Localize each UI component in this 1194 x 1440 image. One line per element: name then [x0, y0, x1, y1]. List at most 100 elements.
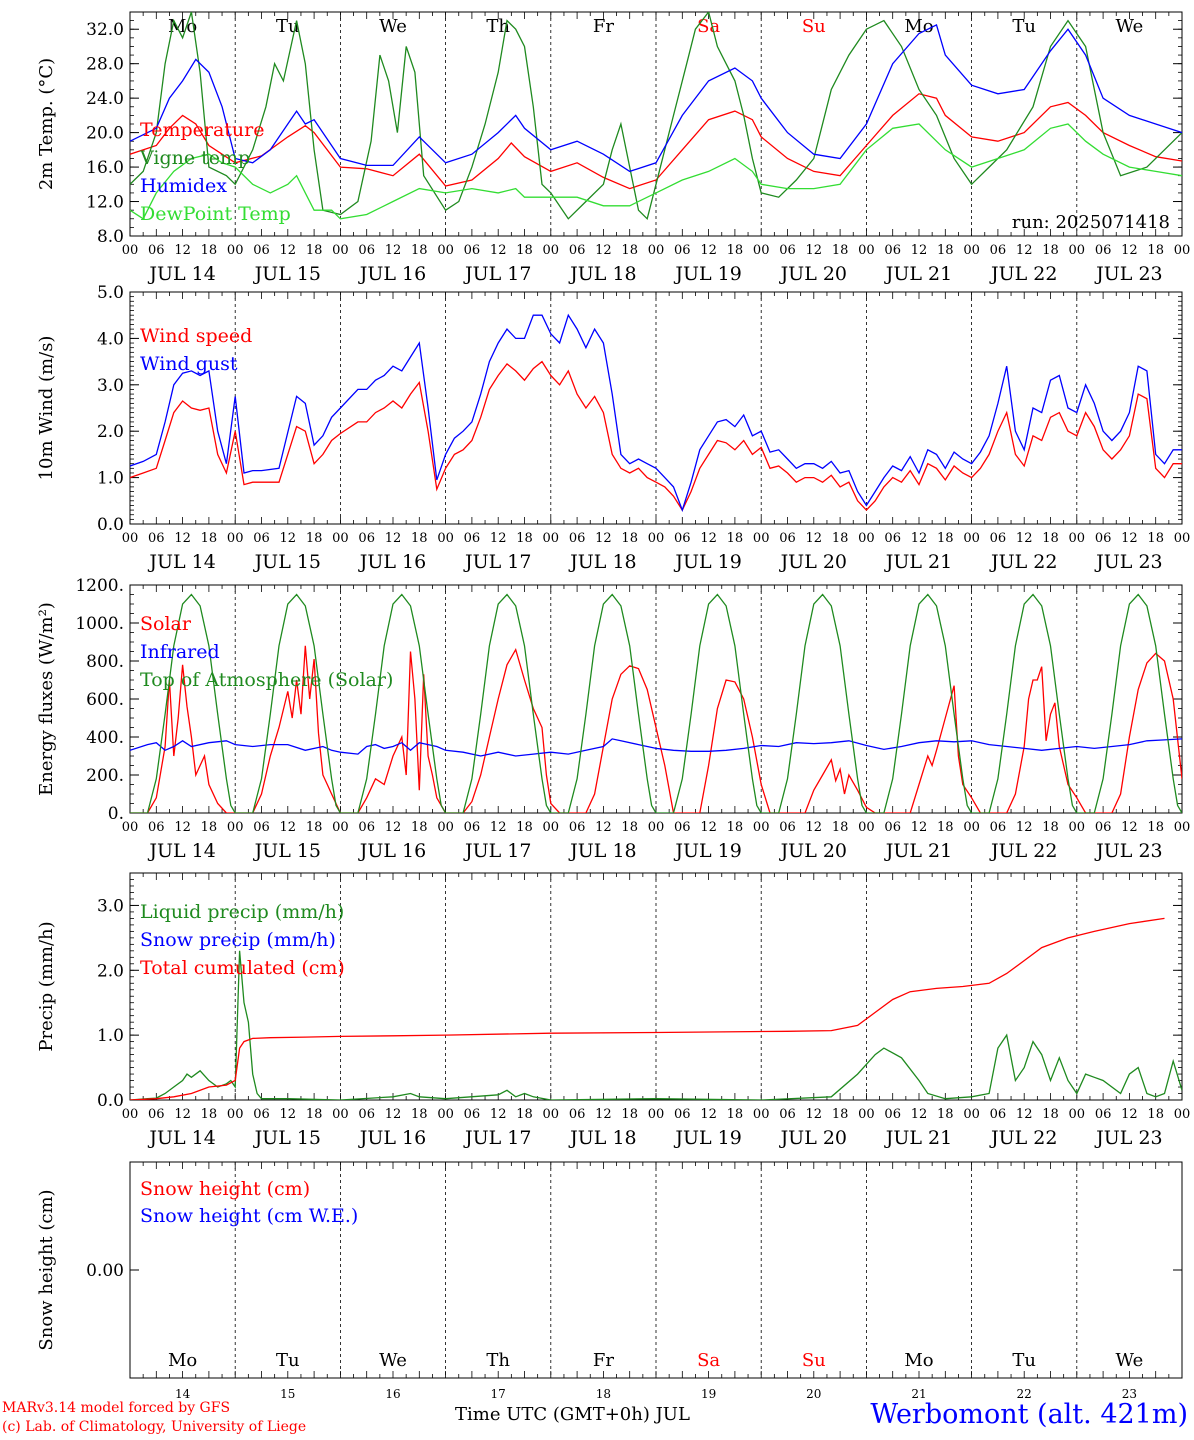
y-tick-label: 0.0: [97, 1091, 124, 1111]
date-label: JUL 23: [1094, 263, 1162, 285]
hour-label: 00: [963, 243, 980, 258]
y-axis-label: 10m Wind (m/s): [36, 336, 57, 481]
hour-label: 00: [648, 243, 665, 258]
hour-label: 00: [648, 820, 665, 835]
date-label: JUL 15: [253, 1127, 321, 1149]
date-label: JUL 14: [147, 263, 215, 285]
legend-entry: Temperature: [140, 119, 264, 141]
hour-label: 00: [437, 243, 454, 258]
legend-entry: Snow height (cm W.E.): [140, 1205, 358, 1227]
y-tick-label: 1.0: [97, 1026, 124, 1046]
hour-label: 00: [753, 820, 770, 835]
hour-label: 12: [806, 1107, 823, 1122]
series-line-wind-speed: [130, 360, 1182, 512]
hour-label: 18: [516, 531, 533, 546]
hour-label: 06: [1095, 531, 1112, 546]
hour-label: 18: [1042, 820, 1059, 835]
hour-label: 12: [490, 243, 507, 258]
hour-label: 18: [201, 1107, 218, 1122]
date-label: JUL 17: [463, 1127, 531, 1149]
hour-label: 06: [253, 820, 270, 835]
hour-label: 00: [1069, 1107, 1086, 1122]
hour-label: 12: [385, 1107, 402, 1122]
weekday-label: Tu: [1012, 1350, 1036, 1371]
hour-label: 12: [280, 531, 297, 546]
hour-label: 12: [280, 243, 297, 258]
series-line-temperature: [130, 93, 1182, 190]
hour-label: 18: [1147, 820, 1164, 835]
date-label: JUL 19: [673, 551, 741, 573]
hour-label: 06: [1095, 820, 1112, 835]
hour-label: 06: [569, 1107, 586, 1122]
weekday-label: Tu: [1012, 16, 1036, 37]
date-label: JUL 21: [884, 263, 952, 285]
hour-label: 06: [779, 820, 796, 835]
hour-label: 06: [884, 820, 901, 835]
hour-label: 18: [1042, 531, 1059, 546]
hour-label: 06: [569, 820, 586, 835]
date-label: JUL 20: [779, 1127, 847, 1149]
hour-label: 06: [148, 820, 165, 835]
hour-label: 18: [727, 820, 744, 835]
hour-label: 00: [753, 243, 770, 258]
hour-label: 12: [174, 243, 191, 258]
hour-label: 18: [1042, 1107, 1059, 1122]
date-label: JUL 19: [673, 263, 741, 285]
y-tick-label: 400.: [86, 728, 124, 748]
date-label: JUL 20: [779, 263, 847, 285]
weekday-label: Su: [802, 16, 826, 37]
panel-5: 0.00 Snow height (cm) Mo Tu We Th Fr Sa Su Mo Tu We…: [36, 1161, 1183, 1401]
hour-label: 00: [648, 531, 665, 546]
hour-label: 18: [727, 1107, 744, 1122]
weekday-label: We: [1116, 1350, 1144, 1371]
hour-label: 12: [1121, 243, 1138, 258]
hour-label: 18: [832, 243, 849, 258]
y-tick-label: 0.: [108, 804, 124, 824]
hour-label: 12: [700, 531, 717, 546]
hour-label: 00: [1174, 243, 1191, 258]
day-number-label: 21: [911, 1387, 926, 1401]
hour-label: 18: [516, 820, 533, 835]
hour-label: 00: [1069, 531, 1086, 546]
hour-label: 06: [464, 531, 481, 546]
hour-label: 06: [779, 243, 796, 258]
day-number-label: 14: [175, 1387, 191, 1401]
hour-label: 12: [1121, 531, 1138, 546]
y-axis-label: Snow height (cm): [36, 1189, 57, 1350]
hour-label: 18: [1147, 243, 1164, 258]
hour-label: 06: [464, 1107, 481, 1122]
date-label: JUL 23: [1094, 551, 1162, 573]
weekday-label: Tu: [276, 1350, 300, 1371]
hour-label: 06: [358, 820, 375, 835]
hour-label: 06: [674, 820, 691, 835]
hour-label: 00: [1069, 243, 1086, 258]
date-label: JUL 20: [779, 840, 847, 862]
hour-label: 00: [437, 1107, 454, 1122]
hour-label: 18: [621, 531, 638, 546]
hour-label: 06: [148, 243, 165, 258]
legend-entry: Snow precip (mm/h): [140, 929, 336, 951]
date-label: JUL 18: [568, 551, 636, 573]
hour-label: 00: [543, 820, 560, 835]
hour-label: 12: [806, 531, 823, 546]
y-tick-label: 1200.: [75, 576, 124, 596]
date-label: JUL 19: [673, 840, 741, 862]
day-number-label: 18: [596, 1387, 611, 1401]
weekday-label: Sa: [697, 1350, 720, 1371]
hour-label: 06: [884, 531, 901, 546]
weekday-label: Fr: [593, 16, 614, 37]
legend-entry: Infrared: [140, 641, 220, 663]
hour-label: 00: [437, 531, 454, 546]
hour-label: 06: [148, 1107, 165, 1122]
hour-label: 00: [858, 1107, 875, 1122]
hour-label: 00: [1174, 820, 1191, 835]
y-tick-label: 3.0: [97, 376, 124, 396]
hour-label: 18: [832, 531, 849, 546]
hour-label: 12: [700, 1107, 717, 1122]
hour-label: 06: [1095, 243, 1112, 258]
y-tick-label: 24.0: [86, 89, 124, 109]
hour-label: 06: [990, 820, 1007, 835]
hour-label: 00: [648, 1107, 665, 1122]
weekday-label: Tu: [276, 16, 300, 37]
hour-label: 12: [1016, 1107, 1033, 1122]
